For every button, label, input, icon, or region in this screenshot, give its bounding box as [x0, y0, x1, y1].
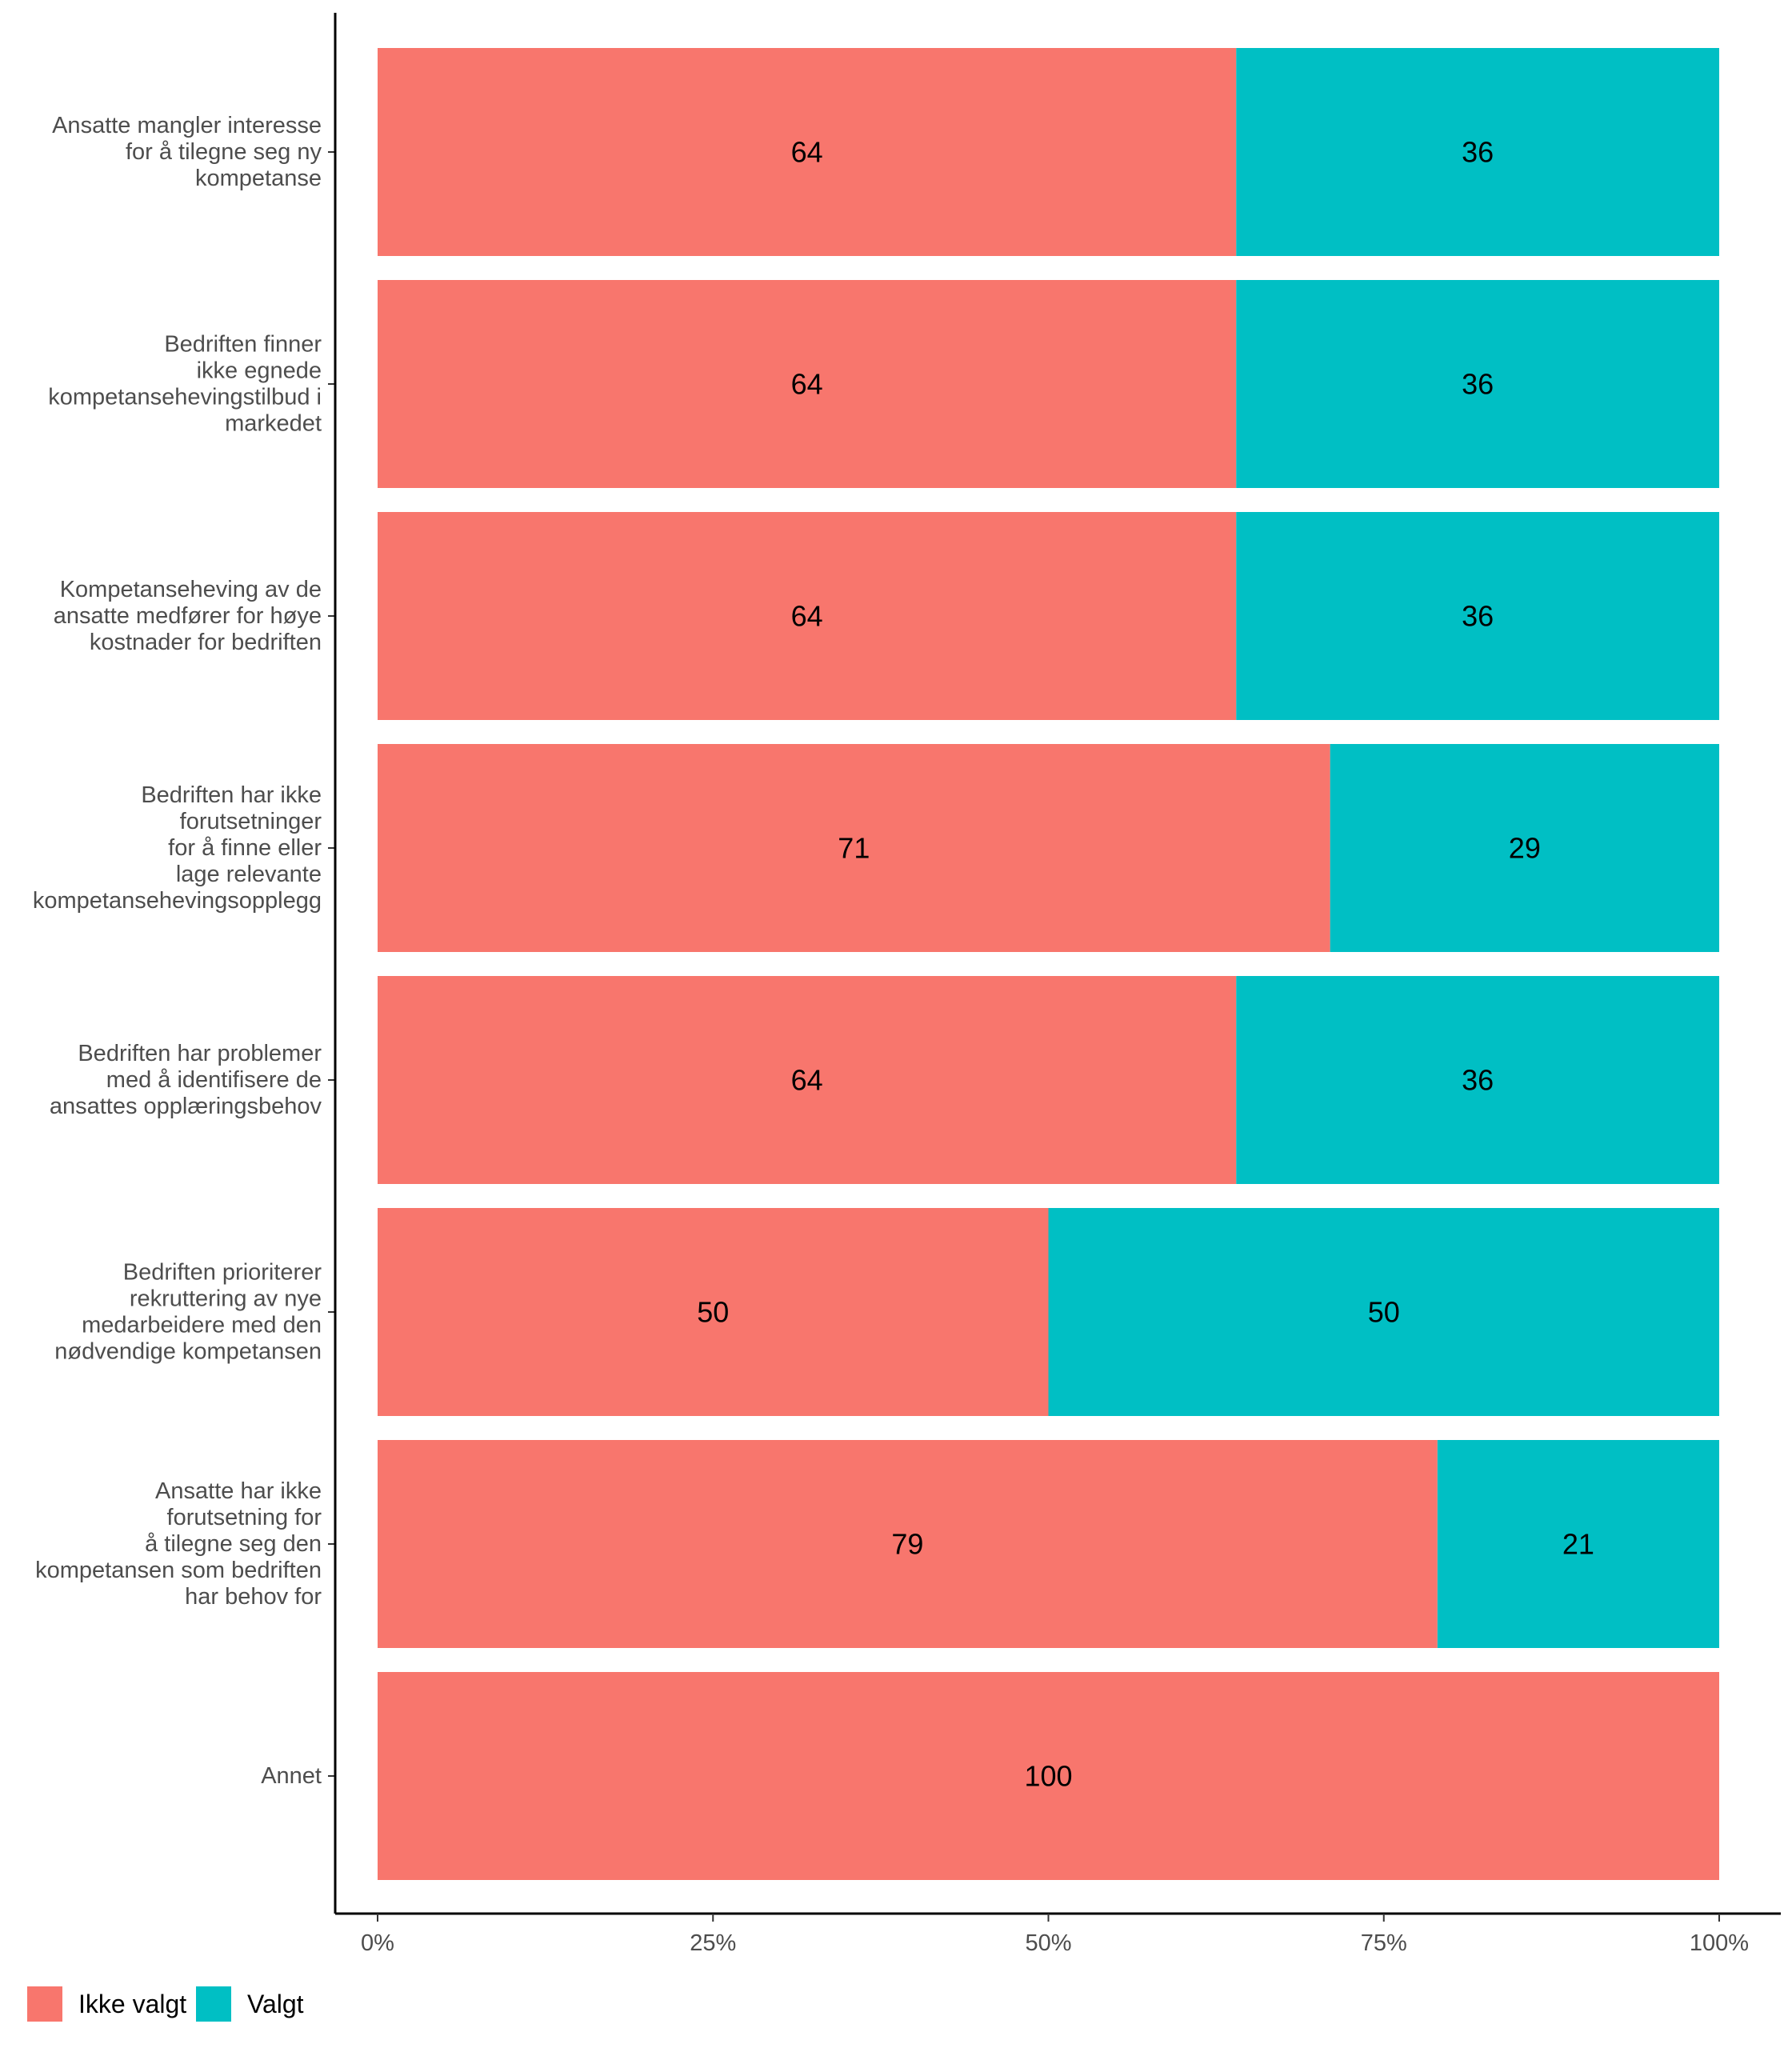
category-label-5: Bedriften har problemer med å identifiser… [50, 1041, 322, 1119]
bar-valgt-3 [1236, 512, 1719, 720]
bar-ikke-valgt-1 [378, 48, 1237, 256]
bar-ikke-valgt-6 [378, 1208, 1049, 1416]
x-tick-label: 50% [1025, 1930, 1071, 1956]
x-tick-label: 75% [1361, 1930, 1407, 1956]
bar-valgt-1 [1236, 48, 1719, 256]
bar-valgt-6 [1048, 1208, 1719, 1416]
bar-valgt-7 [1437, 1440, 1719, 1648]
bar-value-label: 36 [1462, 1064, 1494, 1097]
legend-label-ikke-valgt: Ikke valgt [78, 1990, 186, 2018]
legend-swatch-ikke-valgt [27, 1986, 62, 2022]
bar-value-label: 79 [891, 1528, 923, 1561]
category-label-2: Bedriften finner ikke egnede kompetansehev… [48, 332, 322, 437]
legend-swatch-valgt [196, 1986, 231, 2022]
bar-value-label: 21 [1562, 1528, 1594, 1561]
bar-ikke-valgt-2 [378, 280, 1237, 488]
bar-valgt-2 [1236, 280, 1719, 488]
bar-ikke-valgt-4 [378, 744, 1330, 952]
category-label-8: Annet [261, 1763, 322, 1789]
legend: Ikke valgt Valgt [27, 1986, 304, 2022]
x-tick-label: 100% [1690, 1930, 1749, 1956]
x-tick-label: 25% [690, 1930, 736, 1956]
bar-ikke-valgt-8 [378, 1672, 1719, 1880]
bars-layer: 64 36 64 36 64 36 71 29 64 36 50 50 79 21 100 [378, 48, 1719, 1880]
bar-value-label: 50 [697, 1296, 729, 1329]
legend-label-valgt: Valgt [247, 1990, 304, 2018]
bar-value-label: 36 [1462, 136, 1494, 169]
bar-valgt-5 [1236, 976, 1719, 1184]
bar-value-label: 100 [1024, 1760, 1072, 1793]
bar-valgt-4 [1330, 744, 1719, 952]
category-label-3: Kompetanseheving av de ansatte medfører f… [54, 577, 322, 655]
bar-ikke-valgt-3 [378, 512, 1237, 720]
bar-ikke-valgt-7 [378, 1440, 1438, 1648]
category-label-7: Ansatte har ikke forutsetning for å tilegn… [35, 1478, 322, 1610]
bar-value-label: 64 [791, 1064, 823, 1097]
bar-value-label: 64 [791, 600, 823, 633]
bar-value-label: 64 [791, 368, 823, 401]
bar-value-label: 71 [838, 832, 870, 865]
x-tick-label: 0% [361, 1930, 394, 1956]
bar-value-label: 36 [1462, 368, 1494, 401]
bar-value-label: 29 [1509, 832, 1541, 865]
bar-value-label: 50 [1368, 1296, 1400, 1329]
category-label-4: Bedriften har ikke forutsetninger for å fi… [33, 782, 322, 914]
category-label-6: Bedriften prioriterer rekruttering av nye… [54, 1260, 322, 1365]
bar-value-label: 36 [1462, 600, 1494, 633]
category-label-1: Ansatte mangler interesse for å tilegne s… [52, 113, 322, 191]
bar-value-label: 64 [791, 136, 823, 169]
bar-ikke-valgt-5 [378, 976, 1237, 1184]
axes-layer: Ansatte mangler interesse for å tilegne s… [33, 13, 1781, 1956]
